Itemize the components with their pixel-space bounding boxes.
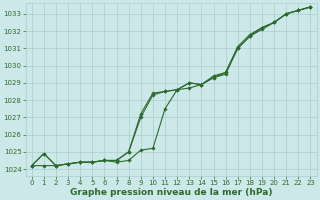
X-axis label: Graphe pression niveau de la mer (hPa): Graphe pression niveau de la mer (hPa) xyxy=(70,188,272,197)
